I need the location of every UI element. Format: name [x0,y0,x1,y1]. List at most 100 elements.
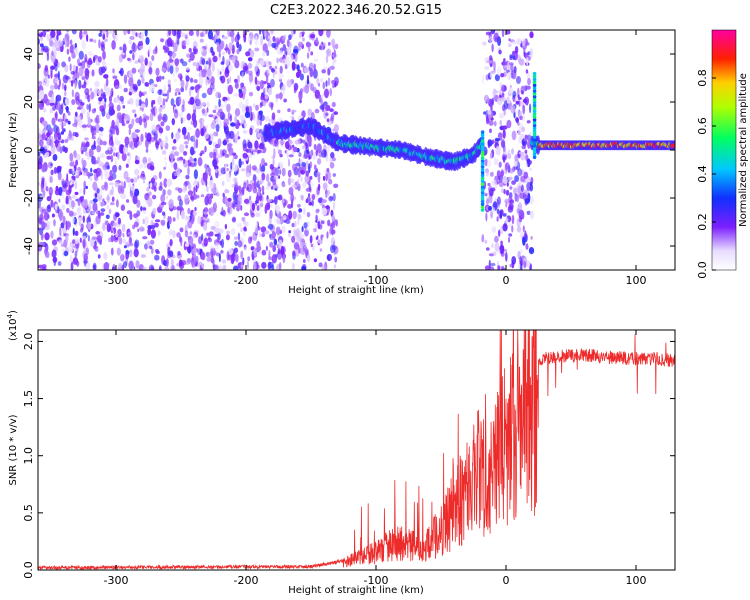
spectrogram-noise-cell [214,201,217,209]
spectrogram-noise-cell [240,82,245,88]
spectrogram-noise-cell [275,93,280,99]
spectrogram-noise-cell [246,165,251,173]
spectrogram-noise-cell [511,255,517,265]
spectrogram-noise-cell [72,227,75,236]
snr-multiplier: (x104) [6,310,19,341]
spectrogram-noise-cell [131,118,135,127]
spectrogram-noise-cell [117,228,122,238]
spectrogram-noise-cell [112,222,118,227]
spectrogram-noise-cell [519,248,524,254]
spectrogram-noise-cell [180,32,186,38]
spectrogram-noise-cell [226,230,231,235]
spectrogram-noise-cell [518,136,522,144]
spectrogram-noise-cell [499,181,504,188]
spectrogram-noise-cell [529,103,532,114]
spectrogram-noise-cell [147,227,152,236]
spectrogram-noise-cell [318,262,323,268]
spectrogram-noise-cell [176,210,180,220]
spectrogram-noise-cell [327,120,332,126]
spectrogram-noise-cell [195,128,201,139]
spectrogram-noise-cell [142,236,148,240]
spectrogram-noise-cell [489,171,494,177]
spectrogram-noise-cell [51,239,58,246]
spectrogram-noise-cell [100,43,105,52]
spectrogram-noise-cell [127,152,130,157]
spectrogram-noise-cell [200,56,203,60]
spectrogram-noise-cell [193,139,197,150]
spectrogram-noise-cell [309,62,314,69]
y-tick-label: 40 [22,47,35,61]
spectrogram-noise-cell [271,42,277,48]
spectrogram-noise-cell [208,231,214,237]
spectrogram-noise-cell [193,169,198,180]
spectrogram-noise-cell [200,194,205,198]
spectrogram-noise-cell [291,262,295,270]
spectrogram-noise-cell [87,234,90,242]
spectrogram-noise-cell [230,122,236,127]
spectrogram-noise-cell [50,199,54,208]
spectrogram-noise-cell [277,149,282,155]
spectrogram-noise-cell [498,161,502,168]
spectrogram-noise-cell [110,230,113,234]
spectrogram-noise-cell [152,99,156,105]
spectrogram-noise-cell [298,152,302,158]
spectrogram-noise-cell [100,100,105,105]
spectrogram-noise-cell [178,91,181,96]
spectrogram-noise-cell [227,206,231,214]
spectrogram-noise-cell [46,137,50,146]
spectrogram-noise-cell [74,230,79,236]
spectrogram-noise-cell [507,206,514,213]
spectrogram-noise-cell [160,201,167,206]
spectrogram-noise-cell [51,249,57,258]
spectrogram-noise-cell [114,181,120,188]
spectrogram-noise-cell [49,102,55,106]
spectrogram-noise-cell [189,52,195,61]
spectrogram-noise-cell [75,169,80,176]
spectrogram-noise-cell [189,162,196,168]
y-tick-label: 1.5 [22,390,35,408]
spectrogram-noise-cell [298,172,301,178]
spectrogram-noise-cell [223,118,229,127]
spectrogram-noise-cell [176,167,181,176]
spectrogram-noise-cell [499,112,505,119]
spectrogram-noise-cell [221,180,225,187]
spectrogram-noise-cell [39,43,44,48]
spectrogram-noise-cell [214,233,220,237]
spectrogram-noise-cell [507,71,512,81]
spectrogram-noise-cell [93,245,97,250]
spectrogram-noise-cell [512,41,517,45]
spectrogram-noise-cell [172,146,175,151]
spectrogram-noise-cell [83,187,86,196]
spectrogram-noise-cell [270,68,276,73]
spectrogram-noise-cell [165,258,169,267]
spectrogram-noise-cell [282,43,287,52]
spectrogram-noise-cell [497,176,501,181]
spectrogram-noise-cell [84,137,89,141]
spectrogram-noise-cell [39,139,44,148]
spectrogram-marks [38,30,675,270]
spectrogram-noise-cell [135,98,140,108]
spectrogram-noise-cell [46,221,52,225]
spectrogram-noise-cell [91,211,96,215]
spectrogram-noise-cell [56,34,59,42]
spectrogram-noise-cell [104,168,109,177]
spectrogram-noise-cell [43,211,50,221]
spectrogram-noise-cell [145,36,150,45]
spectrogram-noise-cell [173,139,177,144]
spectrogram-noise-cell [164,135,169,144]
spectrogram-noise-cell [201,92,207,99]
spectrogram-noise-cell [527,78,531,86]
spectrogram-noise-cell [197,157,203,167]
colorbar-frame [711,29,737,271]
spectrogram-noise-cell [93,39,97,43]
spectrogram-noise-cell [101,184,106,191]
snr-plot-area [38,330,675,570]
spectrogram-noise-cell [526,210,531,215]
spectrogram-noise-cell [240,264,243,268]
spectrogram-noise-cell [71,200,75,208]
spectrogram-noise-cell [123,180,126,189]
spectrogram-noise-cell [152,207,157,215]
spectrogram-noise-cell [233,93,238,97]
spectrogram-noise-cell [273,238,278,246]
spectrogram-noise-cell [313,58,319,62]
